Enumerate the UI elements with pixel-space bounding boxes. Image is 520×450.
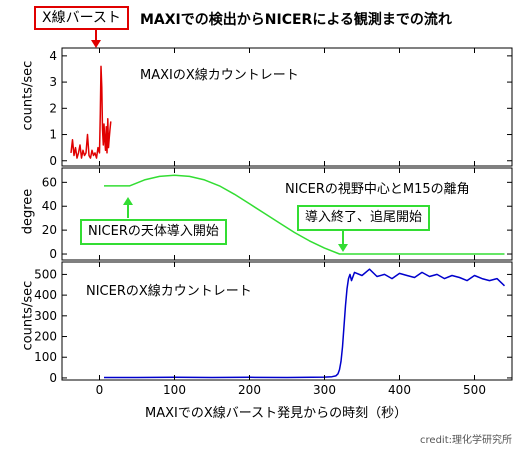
maxi-panel-frame [61, 47, 513, 167]
nicer-ylabel: counts/sec [20, 280, 36, 351]
nicer-start-arrow-head [123, 197, 133, 205]
annotation-arrows [91, 28, 348, 252]
maxi-ytick-label: 4 [49, 49, 57, 63]
maxi-panel-label: MAXIのX線カウントレート [140, 68, 299, 83]
xtick-label: 400 [388, 383, 411, 397]
nicer-ytick-label: 400 [34, 288, 57, 302]
angle-series-line [104, 174, 505, 255]
burst-arrow-head [91, 40, 101, 48]
nicer-series-line [104, 268, 506, 379]
angle-panel-label: NICERの視野中心とM15の離角 [285, 182, 470, 197]
nicer-ytick-label: 0 [49, 371, 57, 385]
x-axis-label: MAXIでのX線バースト発見からの時刻（秒） [145, 406, 408, 421]
annotation-tracking-start: 導入終了、追尾開始 [297, 205, 431, 231]
maxi-ytick-label: 3 [49, 75, 57, 89]
chart-title: MAXIでの検出からNICERによる観測までの流れ [140, 12, 452, 28]
credit-text: credit:理化学研究所 [420, 435, 512, 446]
nicer-ytick-label: 200 [34, 330, 57, 344]
angle-ytick-label: 60 [42, 175, 57, 189]
nicer-panel-frame [61, 261, 513, 381]
xtick-label: 100 [163, 383, 186, 397]
maxi-ytick-label: 0 [49, 154, 57, 168]
xtick-label: 200 [238, 383, 261, 397]
xtick-label: 500 [463, 383, 486, 397]
burst-label: X線バースト [34, 6, 129, 30]
angle-ytick-label: 20 [42, 223, 57, 237]
maxi-ytick-label: 1 [49, 128, 57, 142]
angle-ytick-label: 0 [49, 247, 57, 261]
nicer-ytick-label: 100 [34, 350, 57, 364]
angle-ylabel: degree [20, 188, 36, 235]
xtick-label: 300 [313, 383, 336, 397]
angle-ytick-label: 40 [42, 199, 57, 213]
maxi-series-line [70, 65, 112, 159]
annotation-nicer-start: NICERの天体導入開始 [80, 219, 227, 245]
maxi-ytick-label: 2 [49, 101, 57, 115]
xtick-label: 0 [96, 383, 104, 397]
tracking-start-arrow-head [338, 244, 348, 252]
angle-panel-frame [61, 167, 513, 261]
maxi-ylabel: counts/sec [20, 60, 36, 131]
nicer-ytick-label: 500 [34, 267, 57, 281]
nicer-panel-label: NICERのX線カウントレート [86, 284, 252, 299]
nicer-ytick-label: 300 [34, 309, 57, 323]
